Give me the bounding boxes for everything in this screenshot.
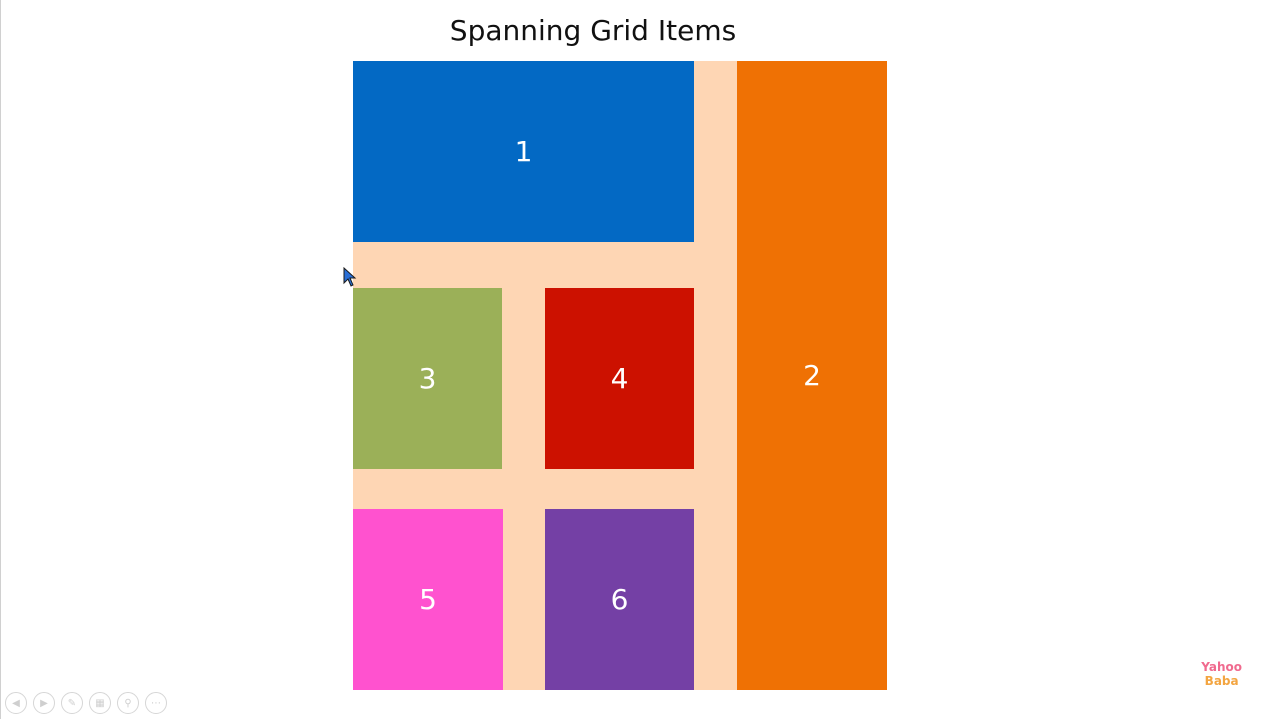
presentation-controls: ◀ ▶ ✎ ▦ ⚲ ⋯ [5, 692, 167, 714]
grid-item-4: 4 [545, 288, 694, 469]
grid-container: 1 2 3 4 5 6 [353, 61, 887, 690]
mouse-cursor-icon [343, 267, 357, 287]
previous-icon[interactable]: ◀ [5, 692, 27, 714]
grid-item-5: 5 [353, 509, 503, 690]
logo-line-2: Baba [1204, 674, 1239, 688]
grid-item-1: 1 [353, 61, 694, 242]
more-icon[interactable]: ⋯ [145, 692, 167, 714]
slide-title: Spanning Grid Items [449, 14, 737, 47]
grid-item-3: 3 [353, 288, 502, 469]
yahoo-baba-logo: Yahoo Baba [1201, 660, 1242, 688]
grid-item-2: 2 [737, 61, 887, 690]
grid-item-6: 6 [545, 509, 694, 690]
slides-icon[interactable]: ▦ [89, 692, 111, 714]
pen-icon[interactable]: ✎ [61, 692, 83, 714]
zoom-icon[interactable]: ⚲ [117, 692, 139, 714]
next-icon[interactable]: ▶ [33, 692, 55, 714]
logo-line-1: Yahoo [1201, 660, 1242, 674]
